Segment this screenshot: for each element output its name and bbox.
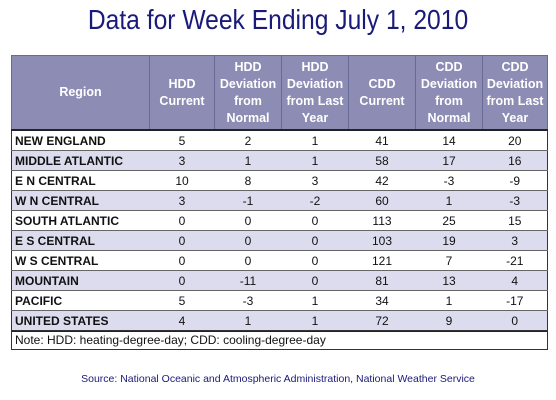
cell-hdd-current: 0: [149, 210, 215, 231]
table-row: W S CENTRAL 0 0 0 121 7 -21: [11, 250, 548, 271]
column-header-hdd-dev-last-year: HDD Deviation from Last Year: [281, 55, 349, 131]
cell-hdd-dev-last-year: 0: [281, 250, 349, 271]
table-row: UNITED STATES 4 1 1 72 9 0: [11, 310, 548, 332]
cell-region: E N CENTRAL: [11, 170, 150, 191]
table-row: E S CENTRAL 0 0 0 103 19 3: [11, 230, 548, 251]
source-credit: Source: National Oceanic and Atmospheric…: [81, 373, 475, 385]
cell-region: SOUTH ATLANTIC: [11, 210, 150, 231]
cell-hdd-dev-normal: 1: [214, 310, 282, 332]
table-row: MOUNTAIN 0 -11 0 81 13 4: [11, 270, 548, 291]
table-row: E N CENTRAL 10 8 3 42 -3 -9: [11, 170, 548, 191]
cell-hdd-dev-normal: 0: [214, 250, 282, 271]
cell-hdd-current: 5: [149, 129, 215, 151]
cell-cdd-dev-last-year: 4: [482, 270, 548, 291]
cell-cdd-dev-last-year: 3: [482, 230, 548, 251]
cell-hdd-current: 0: [149, 250, 215, 271]
cell-cdd-dev-normal: 19: [415, 230, 483, 251]
cell-cdd-dev-last-year: 16: [482, 150, 548, 171]
cell-hdd-dev-normal: 0: [214, 230, 282, 251]
cell-region: PACIFIC: [11, 290, 150, 311]
table-row: PACIFIC 5 -3 1 34 1 -17: [11, 290, 548, 311]
cell-cdd-current: 121: [348, 250, 416, 271]
cell-cdd-current: 42: [348, 170, 416, 191]
table-row: MIDDLE ATLANTIC 3 1 1 58 17 16: [11, 150, 548, 171]
cell-cdd-dev-normal: 9: [415, 310, 483, 332]
cell-cdd-current: 34: [348, 290, 416, 311]
cell-cdd-dev-last-year: 20: [482, 129, 548, 151]
cell-cdd-dev-last-year: -3: [482, 190, 548, 211]
cell-hdd-dev-normal: 1: [214, 150, 282, 171]
cell-hdd-current: 10: [149, 170, 215, 191]
cell-cdd-current: 60: [348, 190, 416, 211]
table-header-row: Region HDD Current HDD Deviation from No…: [11, 55, 548, 131]
cell-cdd-current: 41: [348, 129, 416, 151]
column-header-cdd-current: CDD Current: [348, 55, 416, 131]
cell-hdd-dev-normal: 2: [214, 129, 282, 151]
cell-cdd-current: 72: [348, 310, 416, 332]
cell-region: UNITED STATES: [11, 310, 150, 332]
table-row: NEW ENGLAND 5 2 1 41 14 20: [11, 129, 548, 151]
column-header-cdd-dev-last-year: CDD Deviation from Last Year: [482, 55, 548, 131]
cell-hdd-dev-normal: -3: [214, 290, 282, 311]
cell-hdd-dev-last-year: 1: [281, 310, 349, 332]
cell-cdd-dev-normal: -3: [415, 170, 483, 191]
column-header-cdd-dev-normal: CDD Deviation from Normal: [415, 55, 483, 131]
column-header-hdd-current: HDD Current: [149, 55, 215, 131]
cell-cdd-dev-normal: 17: [415, 150, 483, 171]
cell-cdd-dev-normal: 1: [415, 190, 483, 211]
weather-data-table: Region HDD Current HDD Deviation from No…: [11, 55, 548, 332]
cell-cdd-dev-last-year: -21: [482, 250, 548, 271]
cell-cdd-current: 113: [348, 210, 416, 231]
column-header-region: Region: [11, 55, 150, 131]
cell-region: W S CENTRAL: [11, 250, 150, 271]
cell-cdd-dev-last-year: 0: [482, 310, 548, 332]
cell-cdd-dev-normal: 7: [415, 250, 483, 271]
cell-cdd-current: 81: [348, 270, 416, 291]
cell-cdd-dev-normal: 1: [415, 290, 483, 311]
table-row: W N CENTRAL 3 -1 -2 60 1 -3: [11, 190, 548, 211]
cell-hdd-current: 4: [149, 310, 215, 332]
cell-cdd-current: 103: [348, 230, 416, 251]
cell-hdd-dev-last-year: 1: [281, 290, 349, 311]
cell-hdd-current: 3: [149, 150, 215, 171]
cell-hdd-dev-last-year: 0: [281, 270, 349, 291]
cell-hdd-dev-normal: 0: [214, 210, 282, 231]
cell-region: E S CENTRAL: [11, 230, 150, 251]
cell-cdd-dev-last-year: -9: [482, 170, 548, 191]
cell-hdd-dev-last-year: 0: [281, 210, 349, 231]
cell-hdd-dev-normal: -1: [214, 190, 282, 211]
cell-hdd-dev-last-year: -2: [281, 190, 349, 211]
cell-region: MIDDLE ATLANTIC: [11, 150, 150, 171]
cell-region: NEW ENGLAND: [11, 129, 150, 151]
cell-hdd-dev-last-year: 0: [281, 230, 349, 251]
cell-cdd-dev-normal: 14: [415, 129, 483, 151]
table-row: SOUTH ATLANTIC 0 0 0 113 25 15: [11, 210, 548, 231]
table-body: NEW ENGLAND 5 2 1 41 14 20 MIDDLE ATLANTIC 3 1 1 58…: [11, 129, 548, 332]
cell-hdd-current: 3: [149, 190, 215, 211]
cell-hdd-dev-normal: -11: [214, 270, 282, 291]
cell-hdd-dev-last-year: 1: [281, 150, 349, 171]
column-header-hdd-dev-normal: HDD Deviation from Normal: [214, 55, 282, 131]
page-title: Data for Week Ending July 1, 2010: [87, 4, 469, 35]
cell-hdd-dev-last-year: 1: [281, 129, 349, 151]
cell-hdd-current: 5: [149, 290, 215, 311]
cell-hdd-current: 0: [149, 270, 215, 291]
cell-region: MOUNTAIN: [11, 270, 150, 291]
cell-hdd-dev-last-year: 3: [281, 170, 349, 191]
cell-hdd-current: 0: [149, 230, 215, 251]
cell-cdd-dev-last-year: 15: [482, 210, 548, 231]
cell-cdd-dev-normal: 13: [415, 270, 483, 291]
cell-cdd-dev-last-year: -17: [482, 290, 548, 311]
table-note: Note: HDD: heating-degree-day; CDD: cool…: [11, 330, 548, 350]
cell-region: W N CENTRAL: [11, 190, 150, 211]
cell-hdd-dev-normal: 8: [214, 170, 282, 191]
cell-cdd-dev-normal: 25: [415, 210, 483, 231]
cell-cdd-current: 58: [348, 150, 416, 171]
